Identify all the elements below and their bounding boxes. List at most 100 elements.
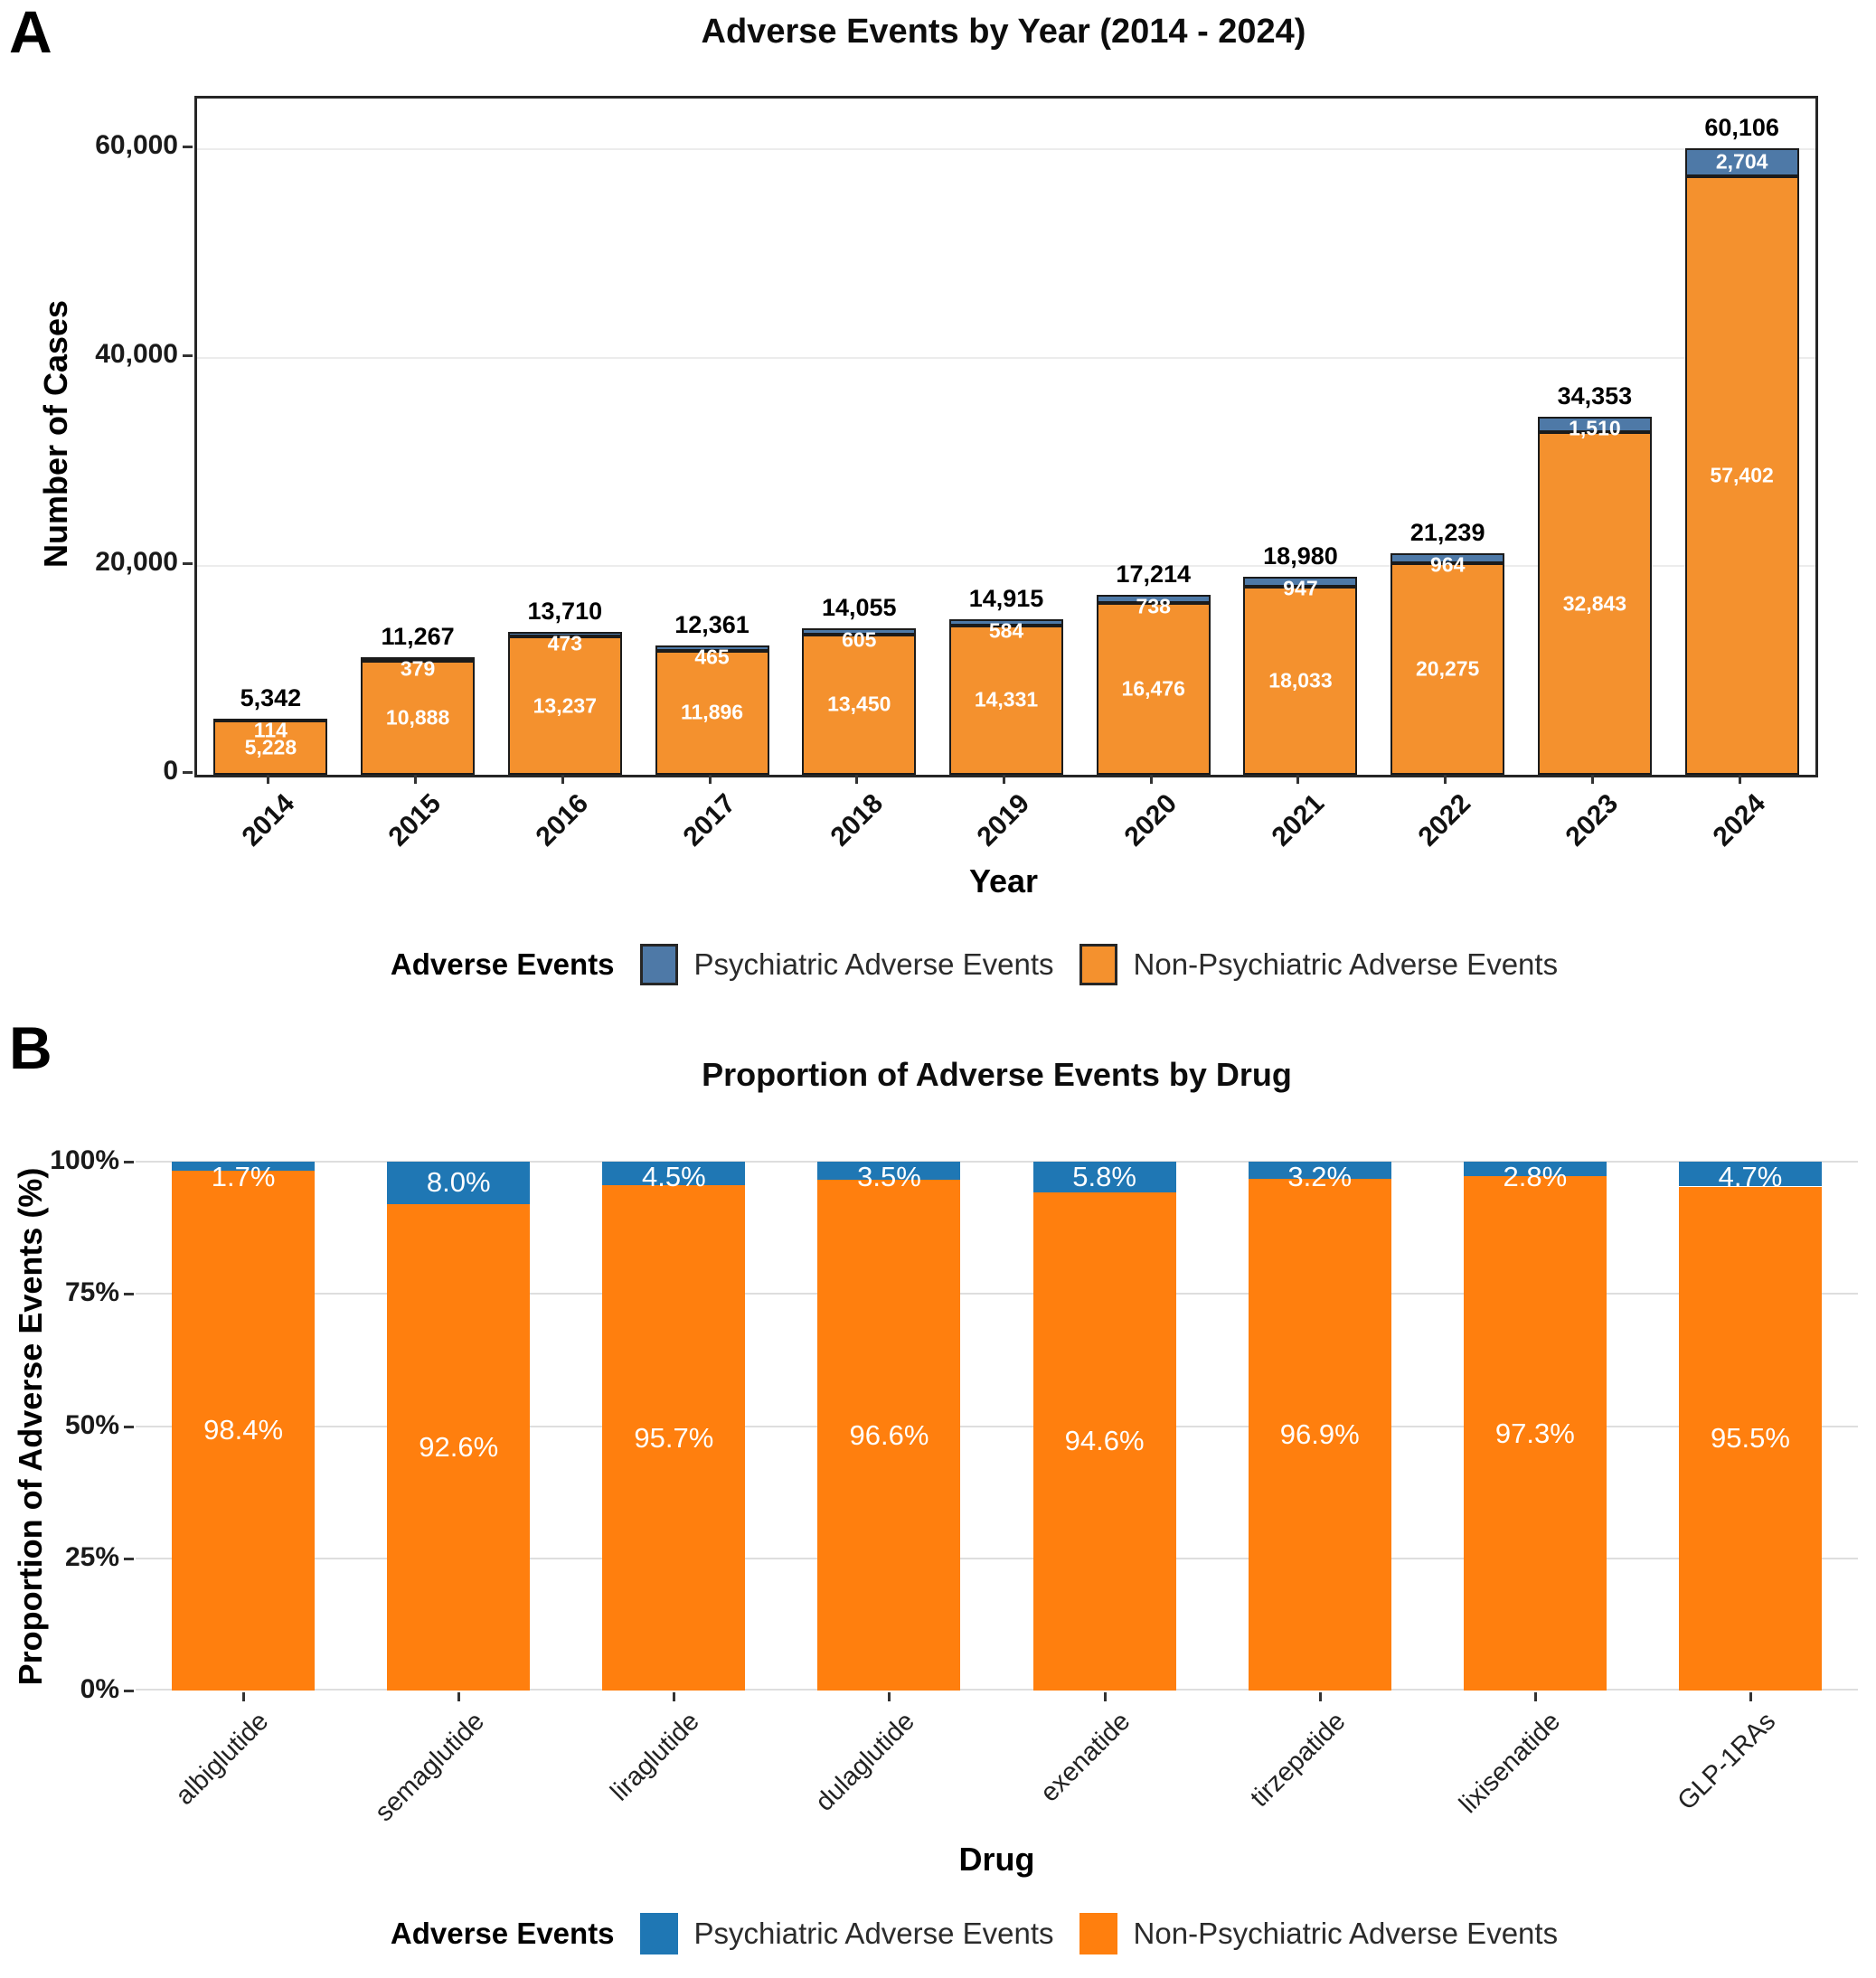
legend-swatch-icon	[1079, 1913, 1117, 1954]
panel-a-title: Adverse Events by Year (2014 - 2024)	[701, 13, 1306, 51]
panel-b-ytick-mark	[124, 1161, 134, 1163]
panel-a-bar-2017: 465 11,896 12,361	[655, 611, 769, 775]
panel-a-xtick-label: 2018	[825, 788, 889, 852]
panel-b-title: Proportion of Adverse Events by Drug	[702, 1056, 1292, 1093]
psychiatric-value-label: 4.5%	[641, 1161, 706, 1192]
psychiatric-value-label: 605	[842, 627, 877, 652]
panel-b-ytick-label: 0%	[80, 1674, 119, 1704]
non-psychiatric-segment	[1243, 587, 1358, 775]
panel-a-xtick-label: 2020	[1118, 788, 1183, 852]
panel-a-xtick-mark	[708, 775, 712, 784]
panel-b-bar-semaglutide: 8.0% 92.6%	[387, 1162, 531, 1691]
panel-a-bar-2021: 947 18,033 18,980	[1243, 542, 1358, 775]
panel-b-xtick-label: exenatide	[1034, 1707, 1136, 1808]
panel-a-ytick-label: 40,000	[95, 338, 178, 369]
panel-a-xtick-label: 2015	[382, 788, 448, 852]
total-label: 14,915	[968, 584, 1044, 612]
psychiatric-value-label: 2.8%	[1503, 1161, 1568, 1192]
non-psychiatric-segment	[1032, 1192, 1176, 1691]
panel-a-x-axis-title: Year	[968, 862, 1039, 900]
panel-b-xtick-label: dulaglutide	[810, 1707, 921, 1817]
psychiatric-value-label: 114	[253, 718, 288, 742]
gridline	[136, 1689, 1858, 1691]
panel-a-xtick-label: 2024	[1707, 788, 1771, 852]
panel-b-bar-GLP-1RAs: 4.7% 95.5%	[1678, 1161, 1822, 1691]
total-label: 60,106	[1704, 113, 1779, 141]
panel-a-ytick-label: 60,000	[95, 130, 178, 160]
legend-swatch-icon	[639, 1913, 678, 1954]
legend-swatch-icon	[1079, 944, 1117, 985]
non-psychiatric-value-label: 95.5%	[1710, 1422, 1790, 1455]
psychiatric-value-label: 4.7%	[1718, 1161, 1783, 1192]
non-psychiatric-segment	[1096, 602, 1211, 775]
legend-title: Adverse Events	[390, 1917, 615, 1950]
non-psychiatric-segment	[802, 634, 917, 775]
psychiatric-segment	[655, 645, 769, 651]
panel-b-xtick-label: lixisenatide	[1454, 1707, 1567, 1820]
non-psychiatric-value-label: 97.3%	[1494, 1417, 1575, 1449]
psychiatric-segment	[1678, 1162, 1822, 1187]
panel-a-legend: Adverse Events Psychiatric Adverse Events…	[136, 944, 1813, 985]
panel-b-xtick-mark	[888, 1692, 891, 1701]
non-psychiatric-segment	[602, 1185, 746, 1691]
psychiatric-value-label: 3.5%	[857, 1161, 921, 1192]
gridline	[136, 1161, 1858, 1163]
panel-a-bar-2023: 1,510 32,843 34,353	[1537, 382, 1652, 775]
panel-b-bar-tirzepatide: 3.2% 96.9%	[1248, 1161, 1391, 1691]
panel-b-bar-lixisenatide: 2.8% 97.3%	[1463, 1161, 1607, 1691]
panel-a-xtick-mark	[1003, 775, 1005, 784]
gridline	[136, 1293, 1858, 1295]
non-psychiatric-value-label: 95.7%	[634, 1421, 714, 1454]
panel-b-xtick-mark	[457, 1692, 461, 1701]
panel-a-xtick-mark	[1444, 775, 1447, 784]
legend-item: Non-Psychiatric Adverse Events	[1079, 944, 1558, 985]
psychiatric-value-label: 1,510	[1569, 416, 1621, 440]
total-label: 5,342	[240, 684, 302, 712]
psychiatric-value-label: 964	[1429, 552, 1466, 577]
gridline	[197, 148, 1815, 150]
panel-a-xtick-label: 2014	[236, 788, 300, 852]
panel-a-bar-2014: 114 5,228 5,342	[213, 684, 328, 775]
panel-a-xtick-mark	[561, 775, 564, 784]
psychiatric-value-label: 465	[694, 645, 730, 669]
panel-a-xtick-mark	[1590, 775, 1594, 784]
panel-b-bar-dulaglutide: 3.5% 96.6%	[817, 1161, 961, 1691]
non-psychiatric-value-label: 32,843	[1562, 591, 1627, 616]
psychiatric-segment	[1248, 1162, 1391, 1179]
panel-b-ytick-label: 75%	[64, 1277, 119, 1308]
panel-a-xtick-mark	[1738, 775, 1741, 784]
psychiatric-value-label: 584	[988, 618, 1024, 643]
panel-a-xtick-label: 2022	[1412, 788, 1477, 852]
panel-a-bar-2022: 964 20,275 21,239	[1391, 519, 1505, 775]
legend-label: Psychiatric Adverse Events	[693, 947, 1054, 981]
panel-a-xtick-label: 2023	[1560, 788, 1625, 852]
panel-b-ytick-label: 100%	[50, 1145, 119, 1175]
panel-a-y-axis-title: Number of Cases	[37, 299, 74, 569]
panel-a-bar-2024: 2,704 57,402 60,106	[1684, 114, 1799, 775]
psychiatric-value-label: 1.7%	[211, 1161, 276, 1192]
total-label: 14,055	[821, 593, 897, 621]
psychiatric-value-label: 379	[400, 656, 436, 681]
non-psychiatric-segment	[172, 1170, 316, 1691]
panel-a-bar-2016: 473 13,237 13,710	[507, 598, 622, 775]
non-psychiatric-segment	[1537, 432, 1652, 775]
non-psychiatric-segment	[1463, 1176, 1607, 1691]
panel-b-plot-area: 1.7% 98.4% 8.0% 92.6% 4.5% 95.7% 3.5% 96.6% 5.8%…	[136, 1161, 1858, 1691]
psychiatric-value-label: 3.2%	[1287, 1161, 1353, 1192]
gridline	[136, 1557, 1858, 1559]
non-psychiatric-value-label: 14,331	[974, 687, 1039, 711]
psychiatric-segment	[1032, 1162, 1176, 1192]
panel-a-ytick-mark	[183, 146, 193, 148]
non-psychiatric-segment	[949, 625, 1063, 775]
panel-a-xtick-label: 2019	[971, 788, 1036, 852]
non-psychiatric-value-label: 98.4%	[203, 1414, 284, 1446]
panel-b-xtick-label: albiglutide	[170, 1707, 275, 1811]
panel-b-bar-albiglutide: 1.7% 98.4%	[172, 1161, 316, 1691]
total-label: 11,267	[381, 623, 455, 651]
legend-item: Non-Psychiatric Adverse Events	[1079, 1913, 1558, 1954]
panel-b-bar-exenatide: 5.8% 94.6%	[1032, 1161, 1176, 1691]
panel-a-xtick-label: 2021	[1266, 788, 1330, 852]
psychiatric-value-label: 2,704	[1715, 149, 1768, 174]
panel-a-xtick-mark	[1149, 775, 1153, 784]
panel-a-bar-2018: 605 13,450 14,055	[802, 594, 917, 775]
